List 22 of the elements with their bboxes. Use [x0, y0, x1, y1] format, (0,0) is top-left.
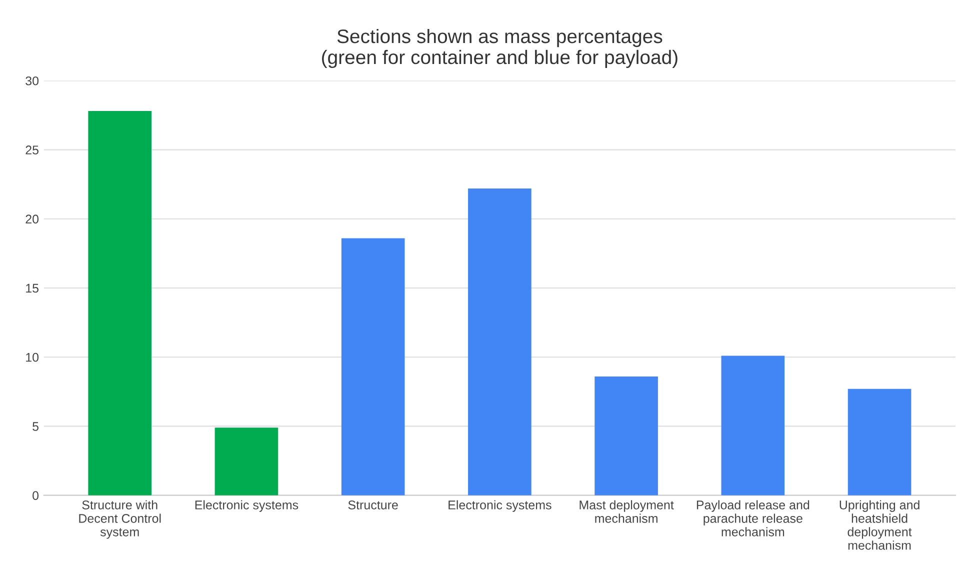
bar [341, 238, 405, 496]
y-tick-label: 30 [26, 76, 39, 86]
x-tick-label: Payload release and parachute release mechanism [696, 500, 810, 536]
y-tick-label: 20 [26, 214, 39, 224]
bar [88, 111, 152, 496]
y-tick-label: 10 [26, 352, 39, 362]
bar [848, 388, 912, 496]
y-tick-label: 0 [32, 491, 39, 500]
bar [468, 188, 532, 496]
x-tick-label: Uprighting and heatshield deployment mechanism [840, 500, 920, 550]
x-tick-label: Mast deployment mechanism [580, 500, 674, 523]
x-tick-label: Electronic systems [448, 500, 552, 512]
y-tick-label: 5 [32, 422, 38, 431]
y-tick-label: 15 [26, 284, 38, 293]
bar [594, 376, 658, 496]
y-tick-label: 25 [26, 146, 38, 154]
chart-title: Sections shown as mass percentages (green for container and blue for payload) [322, 28, 678, 68]
bar [721, 356, 785, 496]
x-tick-label: Electronic systems [195, 500, 298, 512]
x-tick-label: Structure [348, 500, 398, 510]
bar [214, 428, 278, 496]
x-tick-label: Structure with Decent Control system [79, 500, 161, 539]
